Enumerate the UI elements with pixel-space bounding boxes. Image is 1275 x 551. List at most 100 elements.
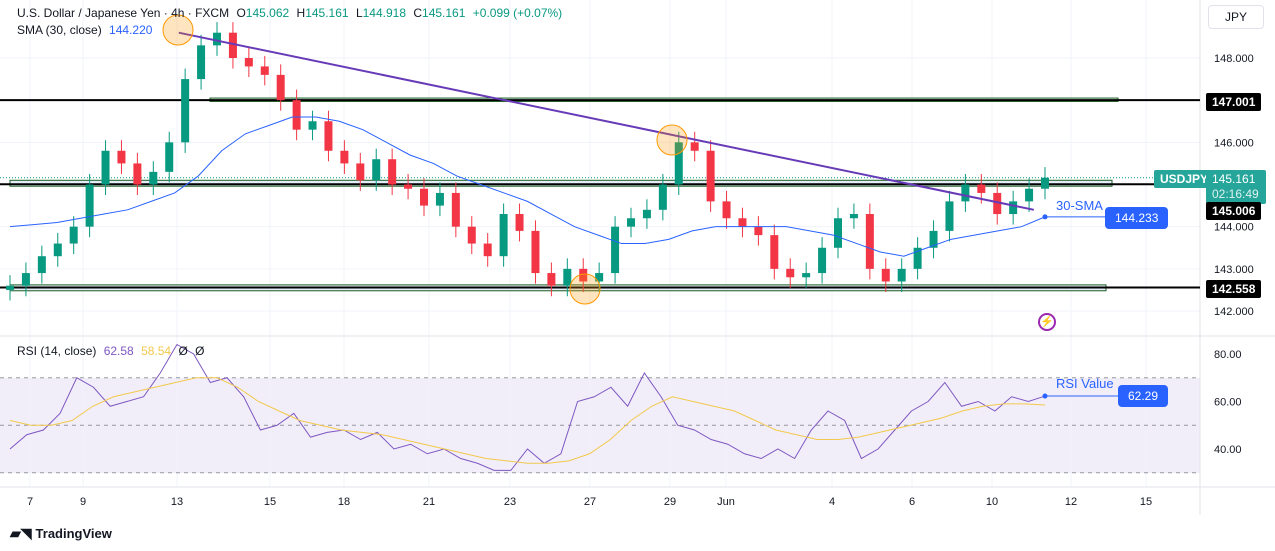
date-tick: 21 xyxy=(423,496,435,508)
rsi-annotation-label: RSI Value xyxy=(1056,376,1114,391)
candle-body xyxy=(435,192,444,206)
close-value: 145.161 xyxy=(422,6,466,20)
candle-body xyxy=(770,235,779,269)
lightning-icon[interactable]: ⚡ xyxy=(1038,313,1056,331)
sma-annotation-dot xyxy=(1042,214,1048,220)
candle-body xyxy=(133,163,142,185)
candle-body xyxy=(101,150,110,185)
candle-body xyxy=(388,159,397,185)
candle-body xyxy=(706,150,715,202)
candle-body xyxy=(754,226,763,236)
candle-body xyxy=(1025,188,1034,202)
swing-highlight-circle xyxy=(569,273,601,305)
candle-body xyxy=(499,214,508,257)
axes[interactable]: 7 9 13 15 18 21 23 27 29 Jun 4 6 10 12 15 148.000 146.00… xyxy=(27,53,1254,508)
price-tick: 142.000 xyxy=(1214,306,1254,318)
candle-body xyxy=(308,121,317,130)
candle-body xyxy=(531,230,540,274)
chart-canvas[interactable]: 7 9 13 15 18 21 23 27 29 Jun 4 6 10 12 15 148.000 146.00… xyxy=(0,0,1275,515)
candle-body xyxy=(467,226,476,244)
candle-body xyxy=(53,243,62,257)
rsi-tick: 60.00 xyxy=(1214,397,1242,409)
indicator-lines xyxy=(9,14,1118,471)
date-tick: 7 xyxy=(27,496,33,508)
candle-body xyxy=(993,192,1002,215)
candle-body xyxy=(786,268,795,278)
candle-body xyxy=(181,79,190,143)
brand-name: TradingView xyxy=(35,526,112,541)
candle-body xyxy=(674,142,683,185)
candle-body xyxy=(213,32,221,46)
high-label: H xyxy=(296,6,306,20)
candle-body xyxy=(85,184,94,227)
rsi-tick: 80.00 xyxy=(1214,349,1242,361)
date-tick: 4 xyxy=(829,496,835,508)
date-tick: 13 xyxy=(171,496,183,508)
candle-body xyxy=(340,150,349,164)
price-tick: 143.000 xyxy=(1214,264,1254,276)
swing-highlight-circle xyxy=(162,14,194,46)
sma-annotation-label: 30-SMA xyxy=(1056,198,1103,213)
rsi-annotation-value: 62.29 xyxy=(1118,385,1169,407)
candle-body xyxy=(1009,201,1018,215)
candle-body xyxy=(404,184,413,189)
date-tick: 18 xyxy=(338,496,350,508)
candle-body xyxy=(627,218,635,227)
rsi-extra-1: Ø xyxy=(178,344,188,358)
sma-legend[interactable]: SMA (30, close) 144.220 xyxy=(17,23,156,37)
candle-body xyxy=(945,201,954,231)
symbol-title: U.S. Dollar / Japanese Yen · 4h · FXCM xyxy=(17,6,230,20)
candles xyxy=(6,22,1049,301)
candle-body xyxy=(483,243,492,257)
candle-body xyxy=(595,273,604,282)
sma-label: SMA (30, close) xyxy=(17,23,102,37)
trendline xyxy=(178,31,1035,211)
date-tick: Jun xyxy=(717,496,735,508)
candle-body xyxy=(149,171,158,185)
candle-body xyxy=(611,226,620,274)
price-tick: 148.000 xyxy=(1214,53,1254,65)
open-label: O xyxy=(236,6,246,20)
level-142-tag: 142.558 xyxy=(1206,280,1262,298)
date-tick: 12 xyxy=(1065,496,1077,508)
date-tick: 29 xyxy=(664,496,676,508)
candle-body xyxy=(292,100,301,130)
open-value: 145.062 xyxy=(245,6,290,20)
candle-body xyxy=(117,150,126,164)
high-value: 145.161 xyxy=(305,6,349,20)
candle-body xyxy=(228,32,237,58)
low-label: L xyxy=(355,6,363,20)
candle-body xyxy=(276,74,285,101)
rsi-legend[interactable]: RSI (14, close) 62.58 58.54 Ø Ø xyxy=(17,344,208,358)
date-tick: 27 xyxy=(584,496,596,508)
candle-body xyxy=(69,226,78,244)
level-147-tag: 147.001 xyxy=(1206,93,1262,111)
rsi-ma-line xyxy=(9,377,1046,464)
footer: ▰◥ TradingView xyxy=(10,525,112,542)
level-145-tag: 145.006 xyxy=(1206,202,1262,220)
candle-body xyxy=(324,121,333,151)
sma-value: 144.220 xyxy=(109,23,153,37)
low-value: 144.918 xyxy=(362,6,407,20)
candle-body xyxy=(260,66,269,75)
price-tick: 146.000 xyxy=(1214,137,1254,149)
close-label: C xyxy=(413,6,423,20)
candle-body xyxy=(197,45,206,80)
grid xyxy=(0,0,1275,515)
candle-body xyxy=(165,142,174,172)
date-tick: 6 xyxy=(909,496,915,508)
candle-body xyxy=(420,188,428,206)
date-tick: 23 xyxy=(504,496,516,508)
tradingview-logo-icon: ▰◥ xyxy=(10,525,32,541)
candle-body xyxy=(802,273,811,278)
candle-body xyxy=(244,58,253,67)
symbol-tag: USDJPY xyxy=(1154,170,1215,188)
candle-body xyxy=(21,273,30,286)
sma-annotation-value: 144.233 xyxy=(1105,207,1169,229)
date-tick: 15 xyxy=(264,496,276,508)
candle-body xyxy=(865,214,874,269)
date-tick: 15 xyxy=(1140,496,1152,508)
candle-body xyxy=(977,184,986,193)
candle-body xyxy=(738,218,747,227)
currency-button[interactable]: JPY xyxy=(1208,5,1264,29)
